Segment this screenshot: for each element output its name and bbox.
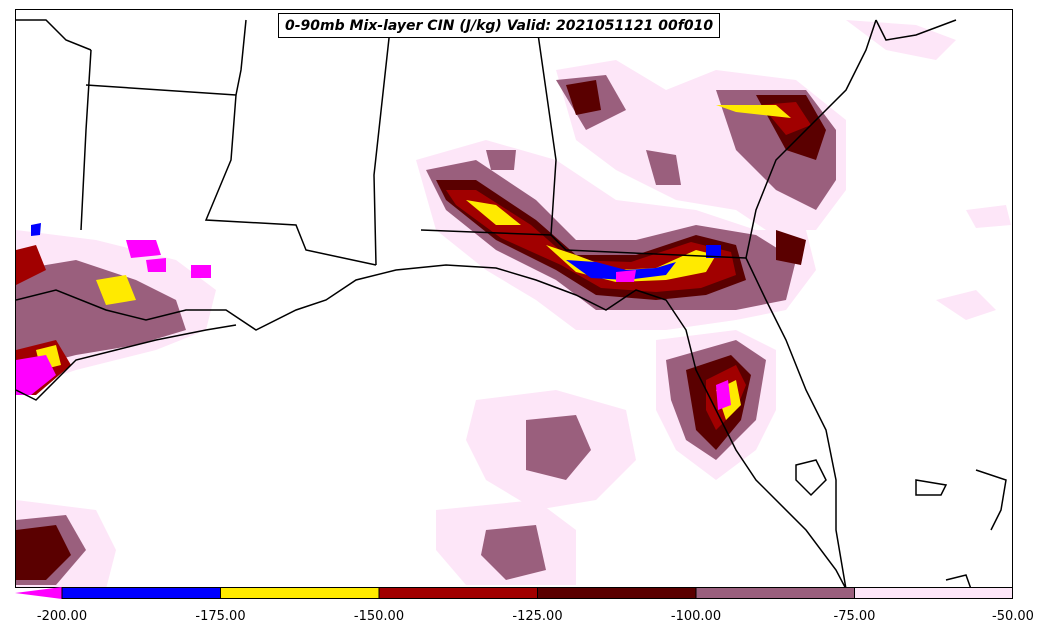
colorbar-tick-label: -175.00 xyxy=(195,609,246,624)
coastlines-and-borders xyxy=(16,19,1007,587)
colorbar-tick-label: -125.00 xyxy=(512,609,563,624)
colorbar-bin-1 xyxy=(220,587,379,599)
colorbar-under-triangle xyxy=(15,587,62,599)
cin-magenta-shading xyxy=(16,240,731,410)
cin-map xyxy=(16,19,1011,587)
colorbar-bin-3 xyxy=(537,587,696,599)
colorbar-tick-label: -50.00 xyxy=(992,609,1034,624)
colorbar-bins xyxy=(62,587,1013,599)
cin-blue-shading xyxy=(31,223,721,280)
colorbar-bin-4 xyxy=(696,587,855,599)
colorbar xyxy=(15,587,1013,599)
colorbar-tick-label: -75.00 xyxy=(833,609,876,624)
colorbar-tick-label: -200.00 xyxy=(36,609,88,624)
colorbar-ticks xyxy=(61,587,1013,599)
map-title: 0-90mb Mix-layer CIN (J/kg) Valid: 20210… xyxy=(285,17,714,34)
colorbar-tick-label: -100.00 xyxy=(670,609,722,624)
map-title-box: 0-90mb Mix-layer CIN (J/kg) Valid: 20210… xyxy=(278,13,721,38)
map-panel xyxy=(15,9,1013,588)
colorbar-tick-label: -150.00 xyxy=(353,609,405,624)
colorbar-bin-2 xyxy=(379,587,538,599)
colorbar-bin-0 xyxy=(62,587,221,599)
colorbar-bin-5 xyxy=(854,587,1013,599)
